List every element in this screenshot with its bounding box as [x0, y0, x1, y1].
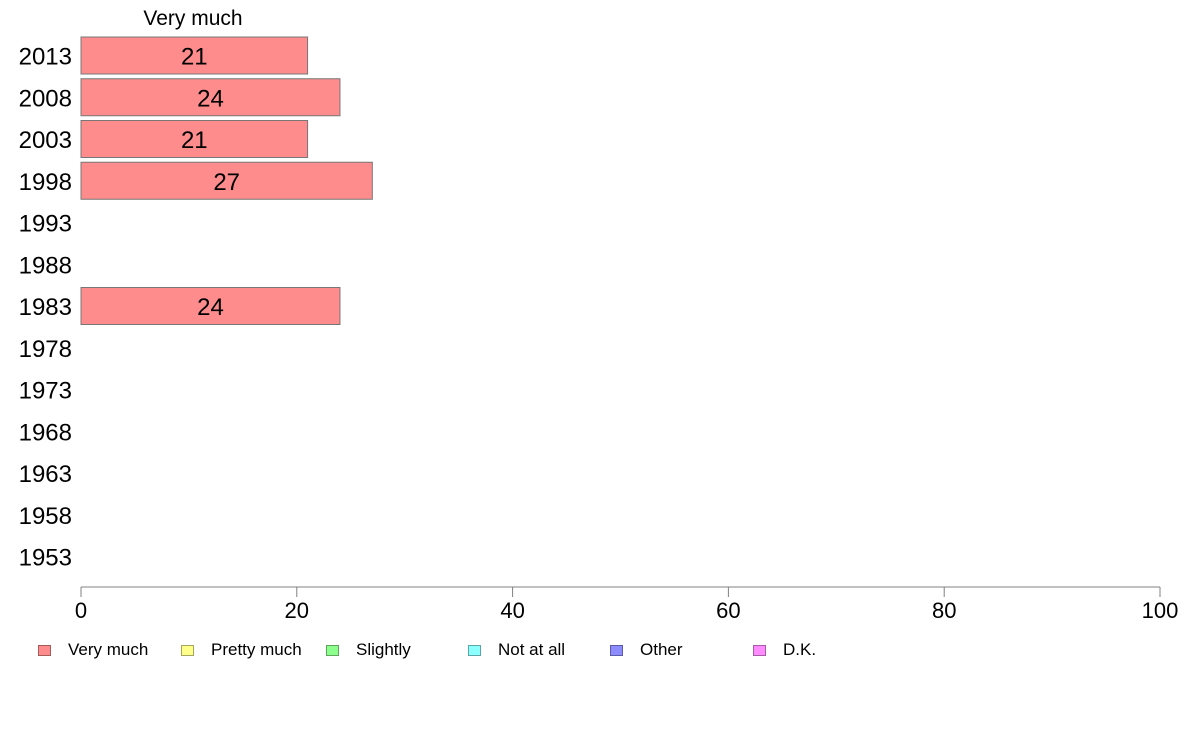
y-tick-label: 1998 [19, 169, 72, 196]
data-label: 24 [197, 85, 224, 112]
y-tick-label: 2008 [19, 85, 72, 112]
chart-legend: Very much Pretty much Slightly Not at all Ot… [38, 639, 1138, 661]
legend-label: Other [640, 640, 683, 659]
data-label: 21 [181, 127, 208, 154]
x-tick-label: 40 [500, 598, 524, 623]
y-tick-label: 1963 [19, 461, 72, 488]
bar [80, 161, 373, 200]
legend-swatch [38, 644, 51, 656]
legend-item: Not at all [468, 639, 565, 661]
legend-swatch [181, 644, 194, 656]
legend-label: D.K. [783, 640, 817, 659]
legend-item: Pretty much [181, 639, 302, 661]
y-tick-label: 1968 [19, 419, 72, 446]
y-tick-label: 1953 [19, 545, 72, 572]
bar [80, 78, 341, 117]
legend-label: Slightly [356, 640, 411, 659]
y-tick-label: 1993 [19, 211, 72, 238]
x-tick-label: 100 [1142, 598, 1179, 623]
y-tick-label: 2013 [19, 44, 72, 71]
legend-swatch [753, 644, 766, 656]
data-label: 27 [213, 169, 240, 196]
y-tick-label: 2003 [19, 127, 72, 154]
y-tick-label: 1958 [19, 503, 72, 530]
legend-item: Other [610, 639, 683, 661]
x-tick-label: 60 [716, 598, 740, 623]
y-tick-label: 1988 [19, 252, 72, 279]
legend-label: Not at all [498, 640, 566, 659]
x-tick-label: 80 [932, 598, 956, 623]
legend-swatch [468, 644, 481, 656]
bar [80, 36, 309, 75]
bar [80, 287, 341, 325]
data-label: 24 [197, 294, 224, 321]
y-tick-label: 1978 [19, 336, 72, 363]
x-tick-label: 20 [285, 598, 309, 623]
legend-swatch [326, 644, 339, 656]
panel-label: Very much [143, 7, 242, 30]
legend-label: Pretty much [211, 640, 302, 659]
legend-item: D.K. [753, 639, 816, 661]
legend-item: Slightly [326, 639, 411, 661]
legend-swatch [610, 644, 623, 656]
bar [80, 120, 309, 158]
legend-label: Very much [68, 640, 149, 659]
y-tick-label: 1973 [19, 378, 72, 405]
y-tick-label: 1983 [19, 294, 72, 321]
x-tick-label: 0 [75, 598, 87, 623]
legend-item: Very much [38, 639, 148, 661]
data-label: 21 [181, 44, 208, 71]
